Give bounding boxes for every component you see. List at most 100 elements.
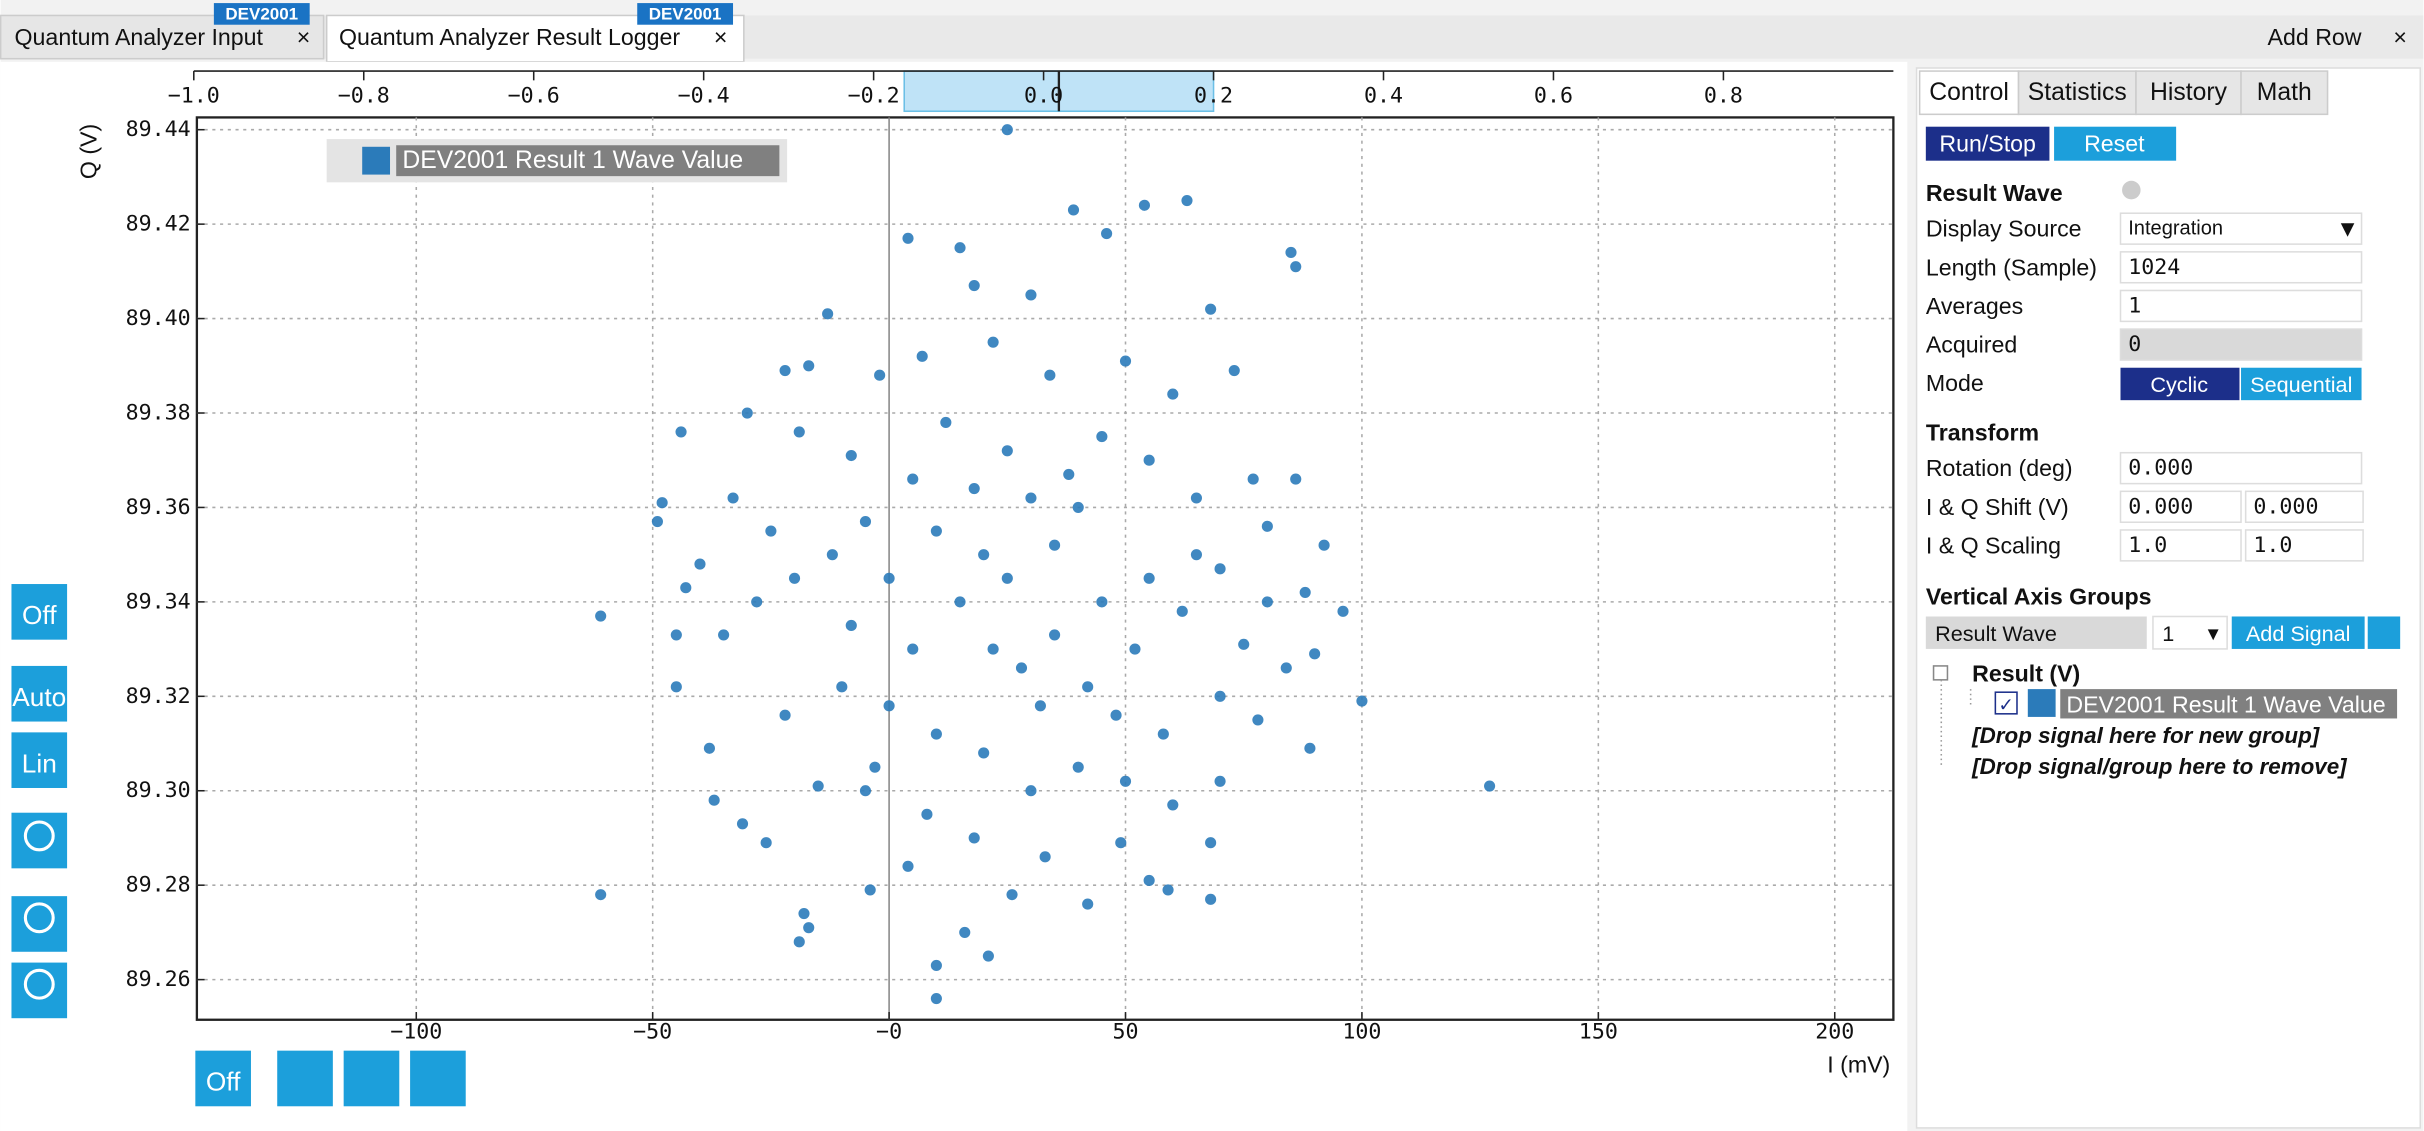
field[interactable] xyxy=(2119,451,2363,485)
point xyxy=(1238,638,1250,650)
group-select[interactable] xyxy=(1925,616,2147,649)
field-value[interactable]: 1.0 xyxy=(2253,533,2292,558)
field-value[interactable]: Integration xyxy=(2128,218,2223,240)
grid-button-label[interactable]: Off xyxy=(206,1067,241,1097)
grid-button-label[interactable]: Off xyxy=(22,600,57,630)
scale-button-label[interactable]: Lin xyxy=(22,748,57,778)
status-led xyxy=(2122,180,2141,200)
point xyxy=(779,364,791,377)
grid-button[interactable] xyxy=(11,584,68,640)
field-value[interactable]: 0.000 xyxy=(2128,456,2193,481)
auto-button-label[interactable]: Auto xyxy=(12,682,66,712)
tab-badge: DEV2001 xyxy=(649,4,722,23)
row-label: Averages xyxy=(1926,293,2023,319)
add-row[interactable]: Add Row xyxy=(2268,24,2362,50)
panel-tab[interactable] xyxy=(2017,70,2137,116)
tree-button[interactable] xyxy=(2367,616,2401,649)
point xyxy=(1181,194,1193,207)
number-select[interactable] xyxy=(2152,615,2228,650)
field[interactable] xyxy=(2119,490,2242,524)
field[interactable] xyxy=(2244,529,2364,562)
mode-button[interactable] xyxy=(2120,367,2240,401)
signal-bg[interactable] xyxy=(2060,689,2398,719)
point xyxy=(670,681,682,693)
tab-title[interactable]: Quantum Analyzer Input xyxy=(15,24,264,50)
signal-checkbox[interactable] xyxy=(1994,691,2018,715)
x-tick-label: 200 xyxy=(1815,1020,1854,1045)
tab-close[interactable]: × xyxy=(297,24,311,50)
field[interactable] xyxy=(2119,251,2363,284)
panel-tab[interactable] xyxy=(1918,70,2020,116)
point xyxy=(1205,303,1217,315)
panel-tab-label[interactable]: Control xyxy=(1929,79,2009,106)
field[interactable] xyxy=(2244,490,2364,524)
point xyxy=(1167,388,1179,400)
point xyxy=(727,492,739,504)
drop-target[interactable]: [Drop signal here for new group] xyxy=(1971,723,2321,748)
y-tick-label: 89.44 xyxy=(126,117,191,142)
field-value[interactable]: 0.000 xyxy=(2128,494,2193,519)
add-signal-label[interactable]: Add Signal xyxy=(2246,621,2351,646)
point xyxy=(916,350,928,362)
y-tick-label: 89.28 xyxy=(126,873,191,898)
reset-button[interactable] xyxy=(2054,126,2177,161)
close[interactable]: × xyxy=(2393,24,2407,50)
panel-tab-label[interactable]: Statistics xyxy=(2028,79,2127,106)
point xyxy=(779,709,791,721)
group-select-label[interactable]: Result Wave xyxy=(1935,621,2057,646)
section-heading: Vertical Axis Groups xyxy=(1926,583,2152,609)
drop-target[interactable]: [Drop signal/group here to remove] xyxy=(1971,754,2348,779)
x-tick-label: 50 xyxy=(1112,1020,1138,1045)
field-value[interactable]: 0.000 xyxy=(2253,494,2318,519)
badge xyxy=(213,3,310,25)
x2-tick-label: 0.8 xyxy=(1704,83,1743,108)
legend-label-bg xyxy=(396,145,780,177)
save-button[interactable] xyxy=(277,1050,333,1107)
point xyxy=(907,473,919,485)
panel-tab[interactable] xyxy=(2240,70,2329,116)
field[interactable] xyxy=(2119,212,2363,245)
panel-tab[interactable] xyxy=(2135,70,2242,116)
tab-close[interactable]: × xyxy=(714,24,728,50)
panel-tab-label[interactable]: Math xyxy=(2257,79,2312,106)
auto-button[interactable] xyxy=(11,665,68,722)
run-button[interactable] xyxy=(1925,126,2050,161)
mode-label[interactable]: Sequential xyxy=(2250,372,2352,397)
field-value[interactable]: 1024 xyxy=(2128,255,2180,280)
reset-label[interactable]: Reset xyxy=(2084,131,2145,157)
cloud-button[interactable] xyxy=(410,1050,466,1107)
run-label[interactable]: Run/Stop xyxy=(1939,131,2036,157)
dropdown-arrow[interactable]: ▼ xyxy=(2336,216,2359,242)
x-tick-label: 150 xyxy=(1579,1020,1618,1045)
dropdown-arrow[interactable]: ▼ xyxy=(2204,623,2222,644)
point xyxy=(1157,728,1169,740)
tree-collapse[interactable] xyxy=(1932,665,1949,681)
tab-title[interactable]: Quantum Analyzer Result Logger xyxy=(339,24,680,50)
point xyxy=(1167,799,1179,811)
grid-button[interactable] xyxy=(195,1050,251,1107)
point xyxy=(1247,473,1259,485)
field[interactable] xyxy=(2119,529,2242,562)
signal-name[interactable]: DEV2001 Result 1 Wave Value xyxy=(2066,692,2385,718)
point xyxy=(930,959,942,972)
field-value[interactable]: 1.0 xyxy=(2128,533,2167,558)
mode-label[interactable]: Cyclic xyxy=(2150,372,2208,397)
point xyxy=(1067,204,1080,216)
point xyxy=(751,596,763,608)
number-select-label[interactable]: 1 xyxy=(2162,621,2174,646)
y-tick-label: 89.38 xyxy=(126,401,191,426)
x2-tick-label: −0.4 xyxy=(678,83,730,108)
field[interactable] xyxy=(2119,289,2363,323)
mode-button[interactable] xyxy=(2241,367,2362,401)
point xyxy=(1290,473,1302,485)
legend-label: DEV2001 Result 1 Wave Value xyxy=(402,147,743,174)
add-signal-button[interactable] xyxy=(2231,616,2365,649)
scale-button[interactable] xyxy=(11,732,68,788)
point xyxy=(656,497,668,509)
point xyxy=(1214,563,1226,575)
point xyxy=(822,308,834,320)
field-value[interactable]: 1 xyxy=(2128,293,2141,318)
panel-tab-label[interactable]: History xyxy=(2150,79,2228,106)
export-button[interactable] xyxy=(343,1050,400,1107)
